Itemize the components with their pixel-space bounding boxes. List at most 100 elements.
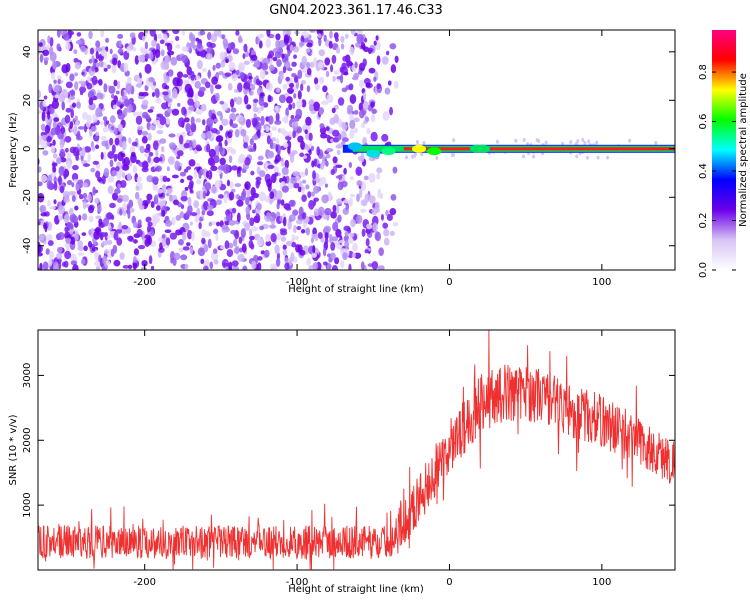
noise-blob xyxy=(331,265,339,270)
noise-blob xyxy=(349,129,355,139)
noise-blob xyxy=(262,102,269,108)
noise-blob xyxy=(150,265,155,270)
noise-blob xyxy=(155,194,159,199)
noise-blob xyxy=(58,166,65,176)
noise-blob xyxy=(49,51,57,62)
noise-blob xyxy=(65,237,72,243)
noise-blob xyxy=(212,64,216,71)
snr-axes: -200 -100 0 100 1000 2000 3000 xyxy=(22,330,675,588)
noise-blob xyxy=(180,254,188,261)
noise-blob xyxy=(70,89,76,98)
noise-blob xyxy=(56,75,62,80)
noise-blob xyxy=(187,229,193,240)
noise-blob xyxy=(331,129,340,137)
noise-blob xyxy=(101,175,106,185)
noise-blob xyxy=(341,137,349,143)
noise-blob xyxy=(213,228,219,235)
noise-blob xyxy=(313,185,320,194)
noise-blob xyxy=(145,216,152,223)
noise-blob xyxy=(355,166,363,176)
noise-blob xyxy=(66,222,74,230)
noise-blob xyxy=(244,157,251,166)
noise-blob xyxy=(266,30,271,37)
noise-blob xyxy=(100,135,107,141)
noise-blob xyxy=(64,147,69,153)
noise-blob xyxy=(375,207,380,214)
noise-blob xyxy=(127,76,132,82)
noise-blob xyxy=(166,108,174,113)
noise-blob xyxy=(357,70,363,75)
noise-blob xyxy=(47,240,54,246)
noise-blob xyxy=(295,219,303,225)
noise-blob xyxy=(368,172,376,183)
noise-blob xyxy=(168,133,176,138)
noise-blob xyxy=(136,229,143,238)
noise-blob xyxy=(243,43,248,53)
noise-blob xyxy=(223,262,230,267)
noise-blob xyxy=(189,221,193,226)
noise-blob xyxy=(236,212,241,223)
noise-blob xyxy=(221,118,229,126)
noise-blob xyxy=(284,262,290,270)
noise-blob xyxy=(183,117,190,123)
noise-blob xyxy=(299,171,307,178)
noise-blob xyxy=(197,247,206,257)
noise-blob xyxy=(112,57,118,66)
noise-blob xyxy=(50,127,57,136)
noise-blob xyxy=(274,244,280,255)
noise-blob xyxy=(265,233,271,243)
noise-blob xyxy=(203,244,209,253)
colorbar-tick-label: 0.4 xyxy=(698,163,709,179)
noise-blob xyxy=(214,84,222,90)
noise-blob xyxy=(221,34,225,40)
noise-blob xyxy=(219,113,223,121)
signal-band-core xyxy=(403,147,675,151)
noise-blob xyxy=(237,62,246,72)
noise-blob xyxy=(56,252,63,260)
noise-blob xyxy=(248,148,256,153)
noise-blob xyxy=(141,259,148,267)
noise-blob xyxy=(181,231,187,241)
noise-blob xyxy=(282,142,289,148)
snr-ytick-label: 2000 xyxy=(22,428,33,453)
noise-blob xyxy=(113,259,121,267)
noise-blob xyxy=(108,85,116,94)
noise-blob xyxy=(171,108,180,116)
noise-blob xyxy=(230,107,237,113)
noise-blob xyxy=(88,215,94,223)
noise-blob xyxy=(334,257,340,265)
noise-blob xyxy=(187,98,194,106)
noise-blob xyxy=(301,125,310,130)
noise-blob xyxy=(535,138,539,143)
noise-blob xyxy=(317,76,325,84)
noise-blob xyxy=(128,137,132,144)
noise-blob xyxy=(78,214,82,221)
noise-blob xyxy=(281,53,285,59)
noise-blob xyxy=(95,170,101,179)
noise-blob xyxy=(358,79,365,88)
noise-blob xyxy=(147,221,153,227)
noise-blob xyxy=(252,107,259,113)
spectrogram-ytick-label: 40 xyxy=(22,45,33,58)
noise-blob xyxy=(176,77,183,87)
noise-blob xyxy=(65,62,71,73)
noise-blob xyxy=(51,99,60,110)
noise-blob xyxy=(341,123,348,130)
noise-blob xyxy=(163,62,169,70)
noise-blob xyxy=(193,200,200,209)
noise-blob xyxy=(38,42,43,47)
noise-blob xyxy=(259,225,265,231)
noise-blob xyxy=(328,40,333,49)
noise-blob xyxy=(138,204,145,210)
noise-blob xyxy=(207,238,212,249)
noise-blob xyxy=(240,191,246,201)
noise-blob xyxy=(210,185,218,194)
noise-blob xyxy=(114,188,121,195)
noise-blob xyxy=(53,79,57,84)
noise-blob xyxy=(126,46,131,54)
noise-blob xyxy=(332,156,338,164)
noise-blob xyxy=(229,181,234,189)
noise-blob xyxy=(340,259,345,269)
noise-blob xyxy=(358,109,365,119)
noise-blob xyxy=(79,91,84,96)
